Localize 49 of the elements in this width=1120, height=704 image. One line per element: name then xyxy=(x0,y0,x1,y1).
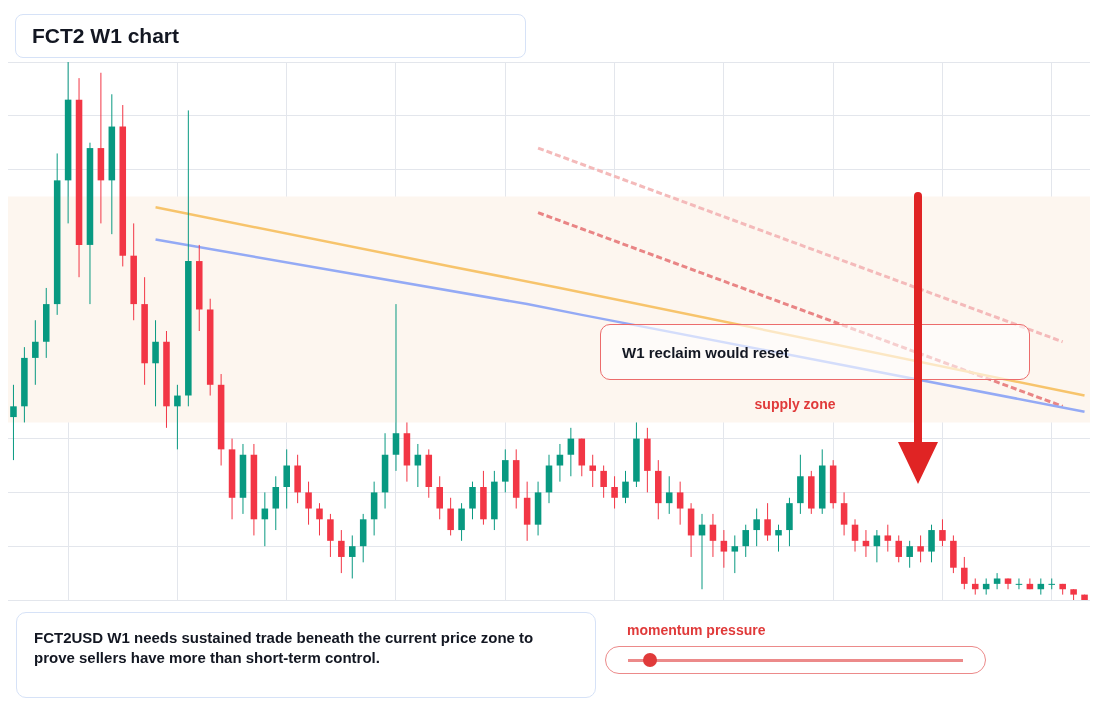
candlestick xyxy=(993,572,1001,590)
text: momentum pressure xyxy=(627,622,766,638)
candlestick xyxy=(458,502,465,542)
candlestick xyxy=(720,529,728,569)
candlestick xyxy=(348,534,356,579)
candlestick xyxy=(731,534,739,574)
candlestick xyxy=(316,502,323,536)
candlestick xyxy=(305,481,312,526)
candlestick xyxy=(665,475,673,515)
candlestick xyxy=(556,443,564,483)
candlestick xyxy=(469,481,476,520)
candlestick xyxy=(283,448,290,510)
candlestick xyxy=(152,319,159,407)
candlestick xyxy=(851,518,859,553)
candlestick xyxy=(567,427,575,477)
candlestick xyxy=(327,513,334,558)
candlestick xyxy=(392,303,400,472)
candlestick xyxy=(873,529,881,563)
candlestick xyxy=(600,465,607,499)
candlestick xyxy=(10,384,17,461)
candlestick xyxy=(895,534,903,563)
candlestick xyxy=(32,319,39,386)
candlestick xyxy=(338,529,345,574)
candlestick xyxy=(917,534,924,563)
text: FCT2USD W1 needs sustained trade beneath the current price zone to prove sellers have more than short-term control. xyxy=(34,628,535,668)
candlestick xyxy=(174,384,181,450)
candlestick xyxy=(414,443,422,488)
candlestick xyxy=(884,524,892,553)
candlestick xyxy=(1004,577,1012,590)
candlestick xyxy=(764,502,771,542)
candlestick xyxy=(709,513,717,558)
candlestick xyxy=(753,508,760,547)
candlestick xyxy=(622,470,629,504)
candlestick xyxy=(775,524,782,553)
candlestick xyxy=(939,518,946,547)
candlestick xyxy=(961,556,968,590)
candlestick xyxy=(502,448,509,493)
candlestick xyxy=(928,524,935,563)
candlestick xyxy=(611,475,618,510)
candlestick xyxy=(447,497,454,536)
candlestick xyxy=(906,540,913,569)
band-label: supply zone xyxy=(754,396,836,413)
candlestick xyxy=(840,491,848,536)
candlestick xyxy=(676,481,684,526)
candlestick xyxy=(742,524,750,558)
candlestick xyxy=(1048,577,1056,590)
candlestick xyxy=(272,475,280,531)
candlestick xyxy=(436,475,443,520)
candlestick xyxy=(589,454,596,488)
